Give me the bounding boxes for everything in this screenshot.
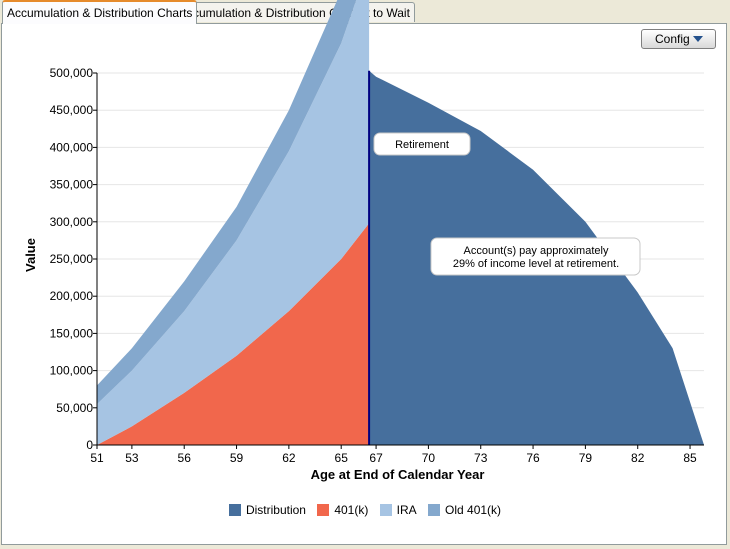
x-tick-label: 82	[631, 451, 645, 465]
chart-legend: Distribution 401(k) IRA Old 401(k)	[0, 503, 730, 517]
x-tick-label: 67	[369, 451, 383, 465]
legend-label-distribution: Distribution	[245, 503, 306, 517]
x-tick-label: 56	[178, 451, 192, 465]
chevron-down-icon	[693, 36, 703, 42]
legend-label-old-401k: Old 401(k)	[445, 503, 502, 517]
x-tick-label: 85	[683, 451, 697, 465]
x-tick-label: 65	[335, 451, 349, 465]
legend-swatch-old-401k	[428, 504, 441, 516]
y-tick-label: 400,000	[50, 140, 94, 154]
legend-item-distribution: Distribution	[228, 503, 306, 517]
x-tick-label: 79	[579, 451, 593, 465]
legend-swatch-401k	[317, 504, 330, 516]
tab-accumulation-distribution-grids[interactable]: Accumulation & Distribution Grids	[174, 2, 363, 22]
y-axis-label: Value	[23, 238, 38, 272]
y-tick-label: 150,000	[50, 326, 94, 340]
legend-label-ira: IRA	[396, 503, 417, 517]
area-ira	[97, 0, 370, 445]
income-callout	[430, 237, 641, 276]
config-button-label: Config	[655, 32, 690, 46]
legend-label-401k: 401(k)	[334, 503, 369, 517]
y-tick-label: 0	[86, 438, 93, 452]
area-401-k	[97, 223, 370, 445]
y-tick-label: 100,000	[50, 364, 94, 378]
area-old-401-k	[97, 0, 357, 405]
x-tick-label: 76	[526, 451, 540, 465]
y-tick-label: 300,000	[50, 215, 94, 229]
legend-item-old-401k: Old 401(k)	[428, 503, 501, 517]
retirement-callout	[373, 132, 471, 156]
legend-item-ira: IRA	[379, 503, 417, 517]
legend-swatch-distribution	[228, 504, 241, 516]
config-button[interactable]: Config	[641, 29, 716, 49]
x-tick-label: 62	[282, 451, 296, 465]
y-tick-label: 500,000	[50, 66, 94, 80]
x-tick-label: 70	[422, 451, 436, 465]
x-tick-label: 53	[125, 451, 139, 465]
y-tick-label: 50,000	[56, 401, 93, 415]
tab-accumulation-distribution-charts[interactable]: Accumulation & Distribution Charts	[2, 0, 198, 24]
y-tick-label: 200,000	[50, 289, 94, 303]
x-axis-label: Age at End of Calendar Year	[311, 467, 485, 482]
income-callout-text: 29% of income level at retirement.	[453, 258, 619, 270]
y-tick-label: 250,000	[50, 252, 94, 266]
retirement-callout-text: Retirement	[395, 139, 449, 151]
income-callout-text: Account(s) pay approximately	[464, 245, 609, 257]
legend-item-401k: 401(k)	[317, 503, 368, 517]
x-tick-label: 59	[230, 451, 244, 465]
x-tick-label: 73	[474, 451, 488, 465]
x-tick-label: 51	[90, 451, 104, 465]
legend-swatch-ira	[379, 504, 392, 516]
y-tick-label: 350,000	[50, 178, 94, 192]
y-tick-label: 450,000	[50, 103, 94, 117]
